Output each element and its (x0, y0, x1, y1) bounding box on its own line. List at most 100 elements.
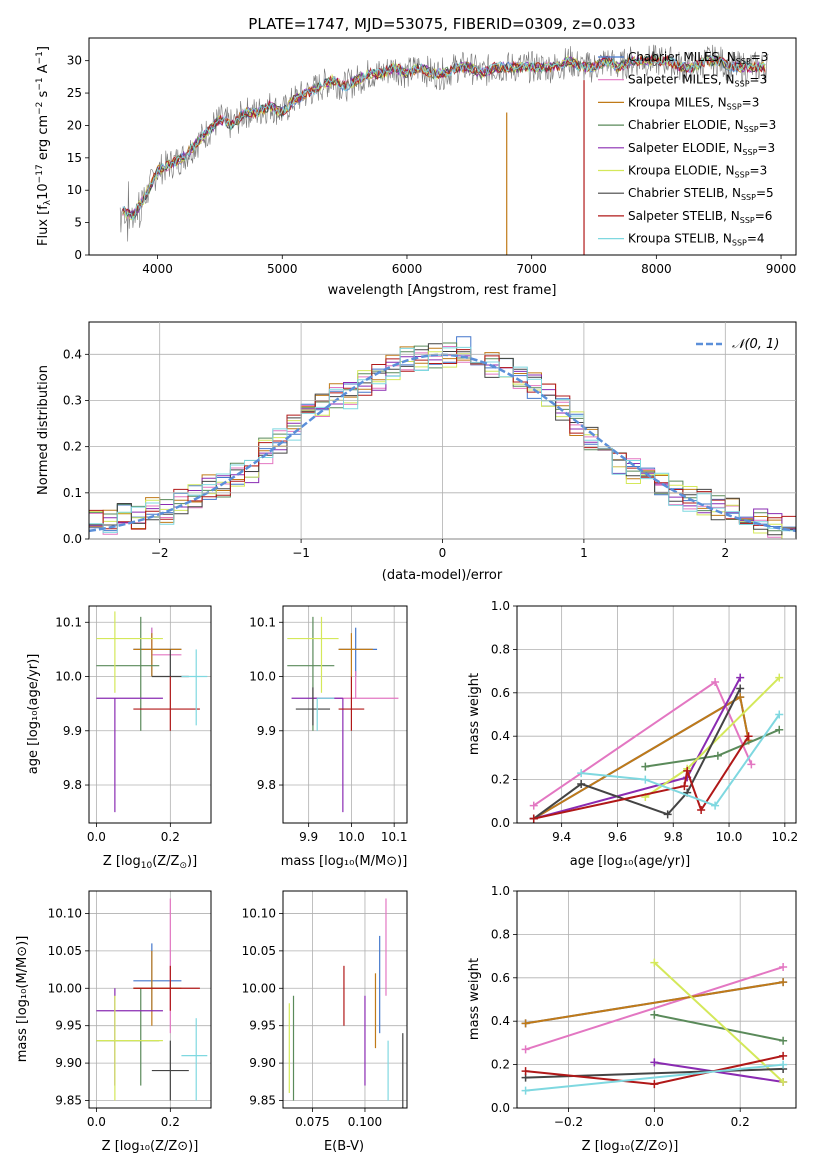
legend-label-kroupa-stelib: Kroupa STELIB, NSSP=4 (628, 232, 765, 248)
age-vs-z-panel: 0.0 0.2 9.8 9.9 10.0 10.1 (55, 605, 212, 844)
weight-age-line-salpeter-miles (533, 680, 753, 807)
weight-z-ytick-label: 0.6 (491, 971, 510, 985)
weight-z-marker-kroupa-elodie (779, 1077, 788, 1086)
weight-z-marker-kroupa-stelib (521, 1086, 530, 1095)
weight-z-xlabel: Z [log₁₀(Z/Z⊙)] (582, 1139, 679, 1154)
residual-ytick-label: 0.2 (63, 440, 82, 454)
legend-label-chabrier-miles: Chabrier MILES, NSSP=3 (628, 50, 768, 66)
weight-z-marker-salpeter-elodie (650, 1058, 659, 1067)
weight-z-marker-kroupa-stelib (779, 1060, 788, 1069)
spectrum-xtick-label: 8000 (641, 262, 672, 276)
legend-label-kroupa-miles: Kroupa MILES, NSSP=3 (628, 95, 759, 111)
residual-xlabel: (data-model)/error (382, 568, 503, 583)
spectrum-xtick-label: 6000 (392, 262, 423, 276)
mass-z-ylabel: mass [log₁₀(M/M⊙)] (15, 936, 30, 1063)
mass-ebv-axes (282, 890, 408, 1109)
age-z-xtick-label: 0.0 (87, 830, 106, 844)
spectrum-ytick-label: 25 (67, 86, 82, 100)
mass-z-xlabel: Z [log₁₀(Z/Z⊙)] (102, 1139, 199, 1154)
residual-grid (89, 322, 796, 540)
spectrum-ytick-label: 30 (67, 54, 82, 68)
age-vs-mass-panel: 9.9 10.0 10.1 9.8 9.9 10.0 10.1 (249, 605, 408, 844)
weight-age-xtick-label: 9.6 (608, 830, 627, 844)
mass-z-xtick-label: 0.2 (161, 1115, 180, 1129)
age-z-ytick-label: 10.1 (55, 615, 82, 629)
weight-age-marker-chabrier-stelib (577, 779, 586, 788)
age-z-xlabel: Z [log10(Z/Z⊙)] (103, 854, 197, 871)
weight-age-marker-chabrier-elodie (713, 751, 722, 760)
residual-xtick-label: 2 (721, 546, 729, 560)
weight-age-ytick-label: 1.0 (491, 599, 510, 613)
mass-z-xtick-label: 0.0 (87, 1115, 106, 1129)
spectrum-title: PLATE=1747, MJD=53075, FIBERID=0309, z=0… (248, 15, 635, 33)
mass-ebv-ytick-label: 9.95 (249, 1019, 276, 1033)
weight-z-ytick-label: 0.0 (491, 1101, 510, 1115)
weight-age-marker-kroupa-stelib (775, 710, 784, 719)
weight-age-marker-salpeter-elodie (736, 673, 745, 682)
weight-z-ytick-label: 0.2 (491, 1058, 510, 1072)
mass-ebv-xtick-label: 0.075 (295, 1115, 329, 1129)
spectrum-xlabel: wavelength [Angstrom, rest frame] (328, 283, 557, 298)
weight-z-ylabel: mass weight (467, 958, 482, 1040)
age-z-axes (88, 605, 212, 824)
mass-z-axes (88, 890, 212, 1109)
spectrum-ytick-label: 0 (74, 248, 82, 262)
weight-z-line-kroupa-miles (525, 981, 784, 1025)
weight-age-marker-salpeter-stelib (697, 805, 706, 814)
age-mass-ytick-label: 10.0 (249, 670, 276, 684)
weight-age-marker-chabrier-elodie (641, 762, 650, 771)
spectrum-xtick-label: 5000 (267, 262, 298, 276)
weight-z-marker-salpeter-stelib (779, 1051, 788, 1060)
legend-label-chabrier-elodie: Chabrier ELODIE, NSSP=3 (628, 118, 776, 134)
weight-z-xtick-label: 0.2 (731, 1115, 750, 1129)
weight-age-marker-salpeter-miles (711, 677, 720, 686)
mass-ebv-ytick-label: 9.85 (249, 1094, 276, 1108)
age-mass-ytick-label: 10.1 (249, 615, 276, 629)
weight-age-marker-kroupa-miles (736, 693, 745, 702)
weight-z-marker-chabrier-elodie (779, 1036, 788, 1045)
weight-age-marker-salpeter-stelib (529, 814, 538, 823)
mass-z-ytick-label: 9.85 (55, 1094, 82, 1108)
weight-age-xlabel: age [log₁₀(age/yr)] (570, 854, 691, 869)
age-z-xtick-label: 0.2 (161, 830, 180, 844)
residual-xtick-label: −2 (151, 546, 169, 560)
weight-age-marker-chabrier-stelib (736, 684, 745, 693)
weight-z-marker-salpeter-miles (779, 962, 788, 971)
weight-z-line-chabrier-elodie (654, 1013, 784, 1042)
weight-age-ytick-label: 0.2 (491, 773, 510, 787)
weight-age-marker-kroupa-elodie (775, 673, 784, 682)
spectrum-axes (88, 37, 797, 256)
weight-age-ytick-label: 0.8 (491, 642, 510, 656)
residual-xtick-label: −1 (292, 546, 310, 560)
weight-z-xtick-label: −0.2 (554, 1115, 583, 1129)
spectrum-xtick-label: 4000 (142, 262, 173, 276)
spectrum-panel: PLATE=1747, MJD=53075, FIBERID=0309, z=0… (35, 15, 797, 298)
mass-z-ytick-label: 9.90 (55, 1056, 82, 1070)
weight-z-ytick-label: 0.8 (491, 927, 510, 941)
weight-age-xtick-label: 9.4 (552, 830, 571, 844)
residual-panel: −2 −1 0 1 2 0.0 0.1 0.2 0.3 0.4 (data-model)/erro… (36, 321, 797, 583)
weight-z-line-salpeter-miles (525, 966, 784, 1051)
age-mass-ytick-label: 9.8 (257, 778, 276, 792)
residual-ytick-label: 0.1 (63, 486, 82, 500)
weight-age-ylabel: mass weight (467, 673, 482, 755)
legend-label-kroupa-elodie: Kroupa ELODIE, NSSP=3 (628, 164, 767, 180)
weight-z-line-kroupa-elodie (653, 961, 784, 1083)
residual-xtick-label: 1 (580, 546, 588, 560)
age-z-ytick-label: 10.0 (55, 670, 82, 684)
age-z-ytick-label: 9.9 (63, 724, 82, 738)
residual-ytick-label: 0.0 (63, 532, 82, 546)
age-mass-xlabel: mass [log₁₀(M/M⊙)] (281, 854, 408, 869)
weight-z-ytick-label: 1.0 (491, 884, 510, 898)
mass-z-ytick-label: 9.95 (55, 1019, 82, 1033)
mass-z-ytick-label: 10.10 (48, 906, 82, 920)
spectrum-ytick-label: 20 (67, 118, 82, 132)
weight-age-marker-chabrier-stelib (663, 810, 672, 819)
mass-ebv-ytick-label: 9.90 (249, 1056, 276, 1070)
mass-z-ytick-label: 10.05 (48, 944, 82, 958)
residual-xtick-label: 0 (439, 546, 447, 560)
mass-z-grid (89, 891, 211, 1108)
legend-label-salpeter-stelib: Salpeter STELIB, NSSP=6 (628, 209, 772, 225)
legend-label-salpeter-elodie: Salpeter ELODIE, NSSP=3 (628, 141, 775, 157)
